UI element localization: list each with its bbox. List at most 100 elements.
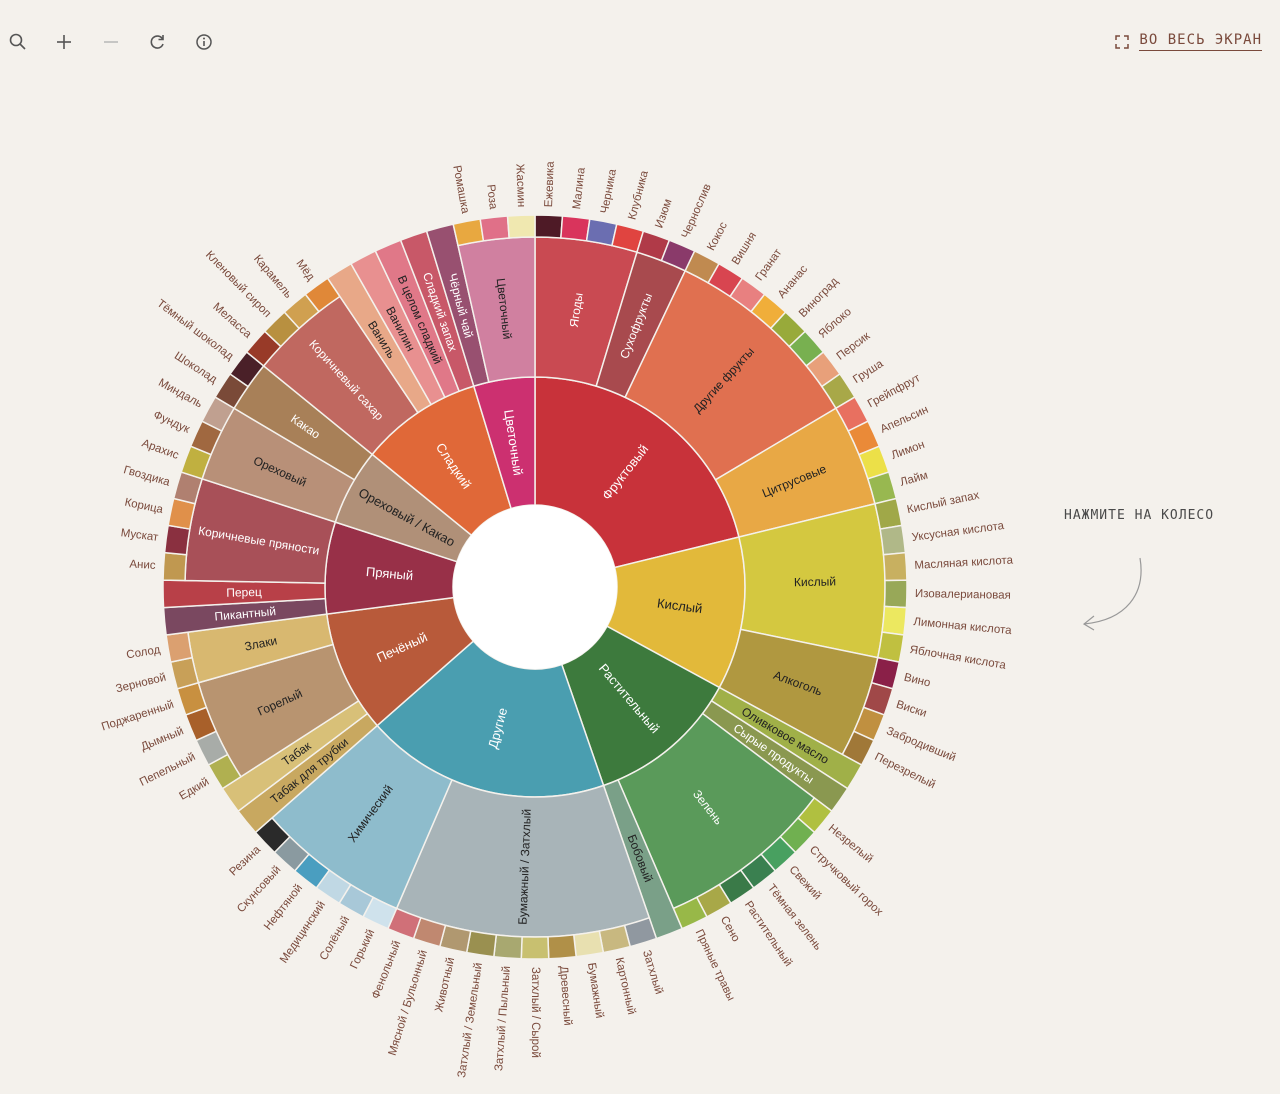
leaf-label: Ананас xyxy=(776,263,810,301)
segment-уксусная-кислота[interactable] xyxy=(879,524,907,556)
leaf-label: Корица xyxy=(124,497,165,517)
leaf-label: Виноград xyxy=(797,275,841,320)
segment-яблочная-кислота[interactable] xyxy=(876,631,905,663)
leaf-label: Кислый запах xyxy=(906,490,981,517)
fullscreen-label: ВО ВЕСЬ ЭКРАН xyxy=(1139,32,1262,51)
leaf-label: Чернослив xyxy=(680,182,714,240)
wheel-center[interactable] xyxy=(453,505,617,669)
leaf-label: Вино xyxy=(903,672,932,690)
leaf-label: Мускат xyxy=(120,527,160,544)
zoom-out-icon[interactable] xyxy=(97,28,125,56)
hint-arrow-icon xyxy=(1082,557,1142,631)
leaf-label: Лимонная кислота xyxy=(913,616,1013,637)
leaf-label: Пепельный xyxy=(138,751,198,789)
subcategory-label: Бумажный / Затхлый xyxy=(516,809,534,925)
leaf-label: Фундук xyxy=(151,409,192,436)
segment-затхлый-пыльный[interactable] xyxy=(493,934,523,960)
reload-icon[interactable] xyxy=(143,28,171,56)
subcategory-label: Ягоды xyxy=(567,292,586,329)
segment-ежевика[interactable] xyxy=(534,214,564,239)
leaf-label: Груша xyxy=(851,358,886,386)
leaf-label: Жасмин xyxy=(513,163,527,207)
leaf-label: Миндаль xyxy=(156,377,204,411)
leaf-label: Фенольный xyxy=(370,939,403,1001)
leaf-label: Ромашка xyxy=(450,164,471,215)
leaf-label: Забродивший xyxy=(884,725,957,764)
leaf-label: Лайм xyxy=(899,469,930,488)
leaf-label: Вишня xyxy=(730,230,759,267)
subcategory-label: Кислый xyxy=(794,574,836,589)
leaf-label: Анис xyxy=(129,559,156,572)
leaf-label: Ежевика xyxy=(543,160,557,207)
leaf-label: Виски xyxy=(895,699,928,720)
leaf-label: Апельсин xyxy=(879,404,931,436)
hint-text: НАЖМИТЕ НА КОЛЕСО xyxy=(1064,508,1215,523)
leaf-label: Нефтяной xyxy=(262,882,305,932)
segment-бумажный[interactable] xyxy=(572,930,605,958)
leaf-label: Затхлый / Сырой xyxy=(529,967,541,1058)
leaf-label: Кокос xyxy=(705,220,730,253)
info-icon[interactable] xyxy=(190,28,218,56)
leaf-label: Гранат xyxy=(754,246,785,283)
leaf-label: Уксусная кислота xyxy=(911,520,1005,544)
subcategory-label: Пикантный xyxy=(214,604,277,624)
segment-кислый-запах[interactable] xyxy=(874,497,903,530)
segment-мускат[interactable] xyxy=(163,524,191,556)
segment-роза[interactable] xyxy=(479,215,510,242)
leaf-label: Поджаренный xyxy=(100,699,175,734)
leaf-label: Грейпфрут xyxy=(866,372,923,411)
leaf-label: Гвоздика xyxy=(122,464,172,489)
fullscreen-button[interactable]: ВО ВЕСЬ ЭКРАН xyxy=(1115,32,1262,51)
segment-картонный[interactable] xyxy=(598,924,632,954)
leaf-label: Зерновой xyxy=(115,672,168,696)
segment-жасмин[interactable] xyxy=(506,214,536,239)
leaf-label: Свежий xyxy=(787,864,824,902)
expand-icon xyxy=(1115,34,1130,49)
leaf-label: Карамель xyxy=(251,253,294,301)
leaf-label: Арахис xyxy=(140,437,180,462)
segment-лимонная-кислота[interactable] xyxy=(881,605,908,636)
leaf-label: Роза xyxy=(484,184,499,211)
leaf-label: Мёд xyxy=(293,258,316,284)
segment-малина[interactable] xyxy=(560,215,591,242)
leaf-label: Изюм xyxy=(653,197,674,229)
segment-масляная-кислота[interactable] xyxy=(882,551,908,582)
leaf-label: Изовалериановая xyxy=(915,588,1011,602)
leaf-label: Меласса xyxy=(210,301,253,341)
leaf-label: Клубника xyxy=(626,169,651,221)
leaf-label: Горький xyxy=(348,928,377,971)
leaf-label: Солод xyxy=(126,644,162,662)
leaf-label: Перезрелый xyxy=(872,751,937,791)
category-label: Кислый xyxy=(656,595,703,616)
leaf-label: Солёный xyxy=(318,914,352,962)
segment-анис[interactable] xyxy=(162,551,188,582)
leaf-label: Картонный xyxy=(613,956,638,1015)
leaf-label: Лимон xyxy=(890,439,927,462)
leaf-label: Яблочная кислота xyxy=(909,644,1007,672)
leaf-label: Масляная кислота xyxy=(914,554,1014,571)
segment-затхлый-сырой[interactable] xyxy=(520,935,550,960)
category-label: Пряный xyxy=(365,564,413,583)
leaf-label: Сено xyxy=(718,914,742,944)
segment-ромашка[interactable] xyxy=(452,218,485,247)
leaf-label: Малина xyxy=(571,166,588,210)
leaf-label: Персик xyxy=(835,330,874,363)
leaf-label: Животный xyxy=(433,956,457,1013)
segment-древесный[interactable] xyxy=(547,934,577,960)
leaf-label: Яблоко xyxy=(817,306,854,341)
zoom-in-icon[interactable] xyxy=(50,28,78,56)
search-icon[interactable] xyxy=(4,28,32,56)
leaf-label: Древесный xyxy=(557,966,573,1026)
leaf-label: Черника xyxy=(599,168,619,215)
leaf-label: Бумажный xyxy=(585,962,605,1019)
segment-солод[interactable] xyxy=(165,631,194,663)
leaf-label: Дымный xyxy=(139,725,185,753)
leaf-label: Затхлый xyxy=(640,949,665,996)
leaf-label: Шоколад xyxy=(172,350,219,386)
segment-затхлый-земельный[interactable] xyxy=(465,930,498,958)
leaf-label: Едкий xyxy=(177,776,211,803)
leaf-label: Затхлый / Земельный xyxy=(456,962,485,1079)
leaf-label: Затхлый / Пыльный xyxy=(493,966,513,1072)
segment-изовалериановая[interactable] xyxy=(883,579,908,609)
